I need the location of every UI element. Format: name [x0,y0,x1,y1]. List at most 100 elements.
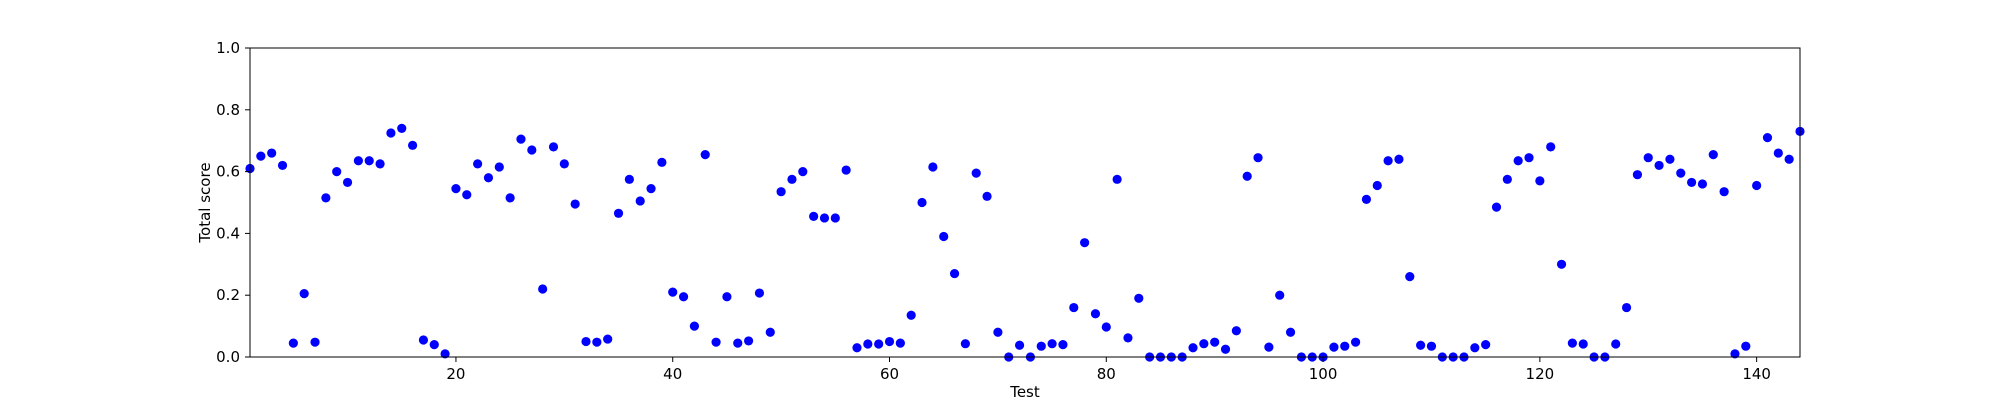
data-point [1676,168,1686,178]
data-point [700,150,710,160]
data-point [516,134,526,144]
data-point [473,159,483,169]
data-point [277,160,288,171]
x-axis: 20 40 60 80 100 120 140 [446,357,1771,383]
x-tick-label: 140 [1742,365,1771,383]
data-point [386,128,396,138]
data-point [483,173,494,183]
data-point [993,327,1003,337]
data-point [809,211,819,222]
data-point [841,165,851,175]
data-point [1524,153,1534,163]
data-point [288,338,298,348]
data-point [1036,341,1046,351]
data-point [1784,154,1794,164]
data-point [505,193,515,203]
data-point [895,338,905,348]
data-point [353,156,363,166]
data-point [668,287,678,297]
y-tick-label: 0.2 [216,286,240,304]
data-point [1242,171,1252,181]
data-point [689,321,700,331]
data-point [722,292,732,302]
data-point [1535,176,1545,186]
x-tick-label: 120 [1526,365,1555,383]
data-point [1275,290,1285,300]
data-point [1632,170,1643,180]
data-point [1231,326,1241,336]
data-point [874,339,884,349]
y-tick-label: 0.0 [216,348,240,366]
data-point [646,183,656,194]
data-point [863,339,873,349]
data-point [1285,327,1296,337]
data-point [1611,339,1621,349]
data-point [1264,342,1274,352]
data-point [332,167,342,177]
data-point [1188,343,1198,353]
data-point [1719,187,1729,197]
data-point [1069,302,1079,313]
data-point [928,162,938,172]
data-point [440,349,450,359]
data-point [559,159,569,169]
data-point [364,156,374,166]
data-point [267,148,277,158]
data-point [592,337,602,347]
data-point [581,336,591,347]
data-point [1697,179,1708,189]
data-point [429,340,439,350]
data-point [1014,340,1025,350]
data-point [635,196,645,206]
data-point [971,168,981,178]
data-point [1199,339,1209,349]
data-point [1220,344,1231,354]
data-point [1394,154,1404,164]
data-point [613,208,624,218]
data-point [830,213,840,223]
y-tick-label: 0.4 [216,224,240,242]
data-point [1470,343,1480,353]
data-point [1123,333,1133,343]
data-point [765,327,775,337]
data-point [1101,322,1111,332]
data-point [310,337,320,347]
data-point [1372,180,1382,191]
data-point [1405,272,1415,282]
data-point [375,159,385,169]
data-point [1340,341,1350,351]
data-point [1762,133,1773,143]
x-axis-label: Test [1009,383,1040,400]
data-point [917,197,927,208]
x-tick-label: 80 [1097,365,1116,383]
data-point [624,174,634,184]
data-point [754,288,765,298]
data-point [1708,150,1718,160]
data-point [852,343,862,353]
data-point [939,231,949,242]
data-point [1502,174,1512,184]
data-point [1741,341,1751,351]
data-point [982,191,992,201]
data-point [1665,154,1675,164]
plot-frame [249,47,1801,358]
data-point [1556,259,1567,269]
x-tick-label: 40 [663,365,682,383]
data-point [744,336,754,346]
data-point [787,174,797,184]
data-point [1350,337,1361,347]
data-point [711,337,721,347]
data-point [1080,238,1090,248]
data-point [1546,142,1556,152]
data-point [451,183,461,194]
data-point [1687,177,1697,188]
data-point [538,284,548,294]
data-point [462,190,472,200]
y-axis-label: Total score [196,162,214,243]
data-point [819,213,830,223]
data-point [1383,156,1393,166]
data-point [1253,153,1263,163]
data-point [1621,302,1632,313]
data-point [299,289,309,299]
